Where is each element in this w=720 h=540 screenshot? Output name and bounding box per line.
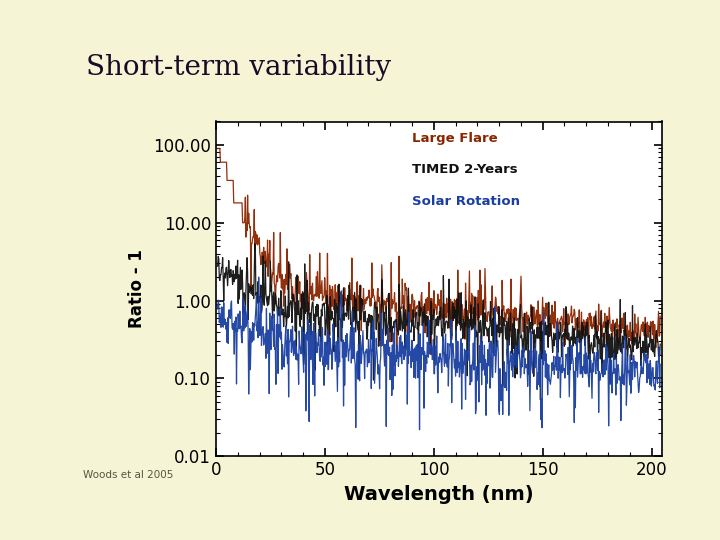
X-axis label: Wavelength (nm): Wavelength (nm) — [344, 485, 534, 504]
Text: TIMED 2-Years: TIMED 2-Years — [413, 163, 518, 177]
Y-axis label: Ratio - 1: Ratio - 1 — [128, 249, 146, 328]
Text: Solar Rotation: Solar Rotation — [413, 195, 521, 208]
Text: Large Flare: Large Flare — [413, 132, 498, 145]
Text: Short-term variability: Short-term variability — [86, 54, 392, 81]
Text: Woods et al 2005: Woods et al 2005 — [83, 470, 174, 480]
